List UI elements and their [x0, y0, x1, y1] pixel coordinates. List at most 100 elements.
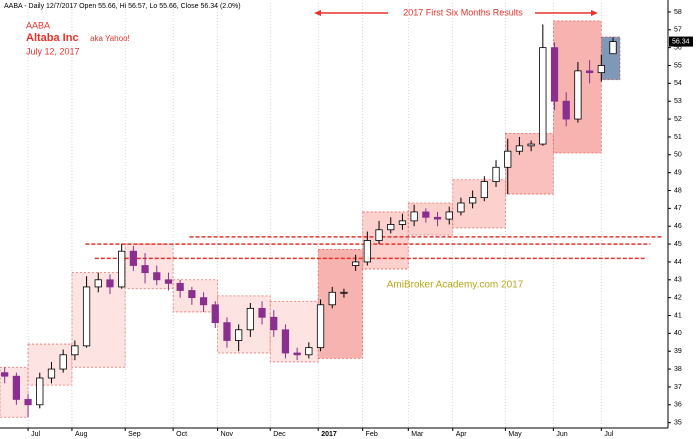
y-tick-label: 38 — [674, 366, 682, 373]
y-tick-label: 36 — [674, 402, 682, 409]
candle-body — [235, 329, 243, 341]
candle-body — [586, 70, 594, 74]
y-tick-label: 54 — [674, 80, 682, 87]
candle-body — [153, 272, 161, 281]
candle-body — [199, 297, 208, 306]
y-tick-label: 51 — [674, 134, 682, 141]
arrow-right-head — [591, 10, 598, 16]
x-tick-label: Jun — [556, 431, 567, 438]
y-tick-label: 52 — [674, 116, 682, 123]
grid — [27, 3, 602, 428]
y-tick-label: 42 — [674, 294, 682, 301]
candle-body — [316, 304, 325, 349]
candle-body — [597, 65, 605, 74]
candle-body — [129, 250, 137, 266]
header: AABA - Daily 12/7/2017 Open 55.66, Hi 56… — [4, 3, 241, 10]
candle-body — [71, 345, 79, 356]
candle-body — [106, 279, 114, 288]
candle-body — [574, 70, 582, 120]
y-tick-label: 49 — [674, 169, 682, 176]
x-tick-label: Feb — [366, 431, 378, 438]
y-tick-label: 48 — [674, 187, 682, 194]
candle-body — [36, 377, 44, 406]
candle-body — [211, 304, 219, 324]
x-tick-label: May — [508, 431, 522, 438]
aka: aka Yahoo! — [90, 34, 130, 43]
candle-body — [47, 368, 56, 379]
candle-body — [445, 211, 453, 220]
y-tick-label: 58 — [674, 9, 682, 16]
candle-body — [550, 47, 559, 102]
candle-body — [562, 100, 570, 120]
banner-arrows — [314, 10, 598, 16]
candle-body — [12, 375, 20, 400]
x-tick-label: Jul — [31, 431, 40, 438]
axis-labels: 35 36 37 38 39 40 41 42 43 44 45 46 47 48 49 50 51 52 53 54… — [27, 9, 693, 438]
candle-body — [94, 279, 102, 288]
last-price-label: 56.34 — [672, 38, 690, 45]
y-tick-label: 53 — [674, 98, 682, 105]
candle-body — [258, 307, 266, 318]
candle-body — [1, 372, 9, 377]
x-tick-label: Aug — [75, 431, 88, 438]
candle-body — [223, 322, 231, 341]
candle-body — [457, 202, 465, 213]
x-tick-label: Sep — [128, 431, 141, 438]
banner: 2017 First Six Months Results — [403, 7, 523, 17]
x-tick-label: Dec — [273, 431, 286, 438]
y-tick-label: 41 — [674, 312, 682, 319]
candle-body — [504, 150, 512, 168]
candle-body — [375, 229, 383, 241]
x-tick-label: Oct — [176, 431, 187, 438]
candle-body — [469, 197, 477, 204]
candle-body — [270, 316, 278, 331]
y-tick-label: 57 — [674, 27, 682, 34]
candle-body — [246, 307, 254, 331]
x-tick-label: Jul — [604, 431, 613, 438]
ticker: AABA — [26, 20, 50, 30]
y-tick-label: 35 — [674, 419, 682, 426]
candle-body — [118, 250, 126, 288]
candle-body — [24, 399, 32, 406]
date: July 12, 2017 — [26, 46, 80, 56]
candle-body — [141, 265, 149, 274]
candle-body — [305, 347, 313, 356]
arrow-left-head — [314, 10, 321, 16]
x-tick-label: 2017 — [321, 431, 337, 438]
candles — [1, 24, 617, 418]
y-tick-label: 55 — [674, 62, 682, 69]
candle-body — [480, 181, 488, 199]
candle-body — [492, 166, 500, 182]
candle-body — [188, 290, 196, 299]
y-tick-label: 47 — [674, 205, 682, 212]
candle-body — [527, 143, 535, 147]
y-tick-label: 40 — [674, 330, 682, 337]
watermark: AmiBroker Academy.com 2017 — [387, 280, 524, 291]
candle-body — [515, 145, 524, 152]
candle-body — [352, 261, 360, 266]
candle-body — [410, 211, 418, 222]
y-tick-label: 39 — [674, 348, 682, 355]
candle-body — [281, 329, 290, 354]
candle-body — [328, 291, 336, 306]
candle-body — [398, 220, 407, 225]
y-tick-label: 44 — [674, 259, 682, 266]
candle-body — [433, 216, 442, 220]
y-tick-label: 43 — [674, 277, 682, 284]
x-tick-label: Mar — [411, 431, 424, 438]
y-tick-label: 45 — [674, 241, 682, 248]
company: Altaba Inc — [26, 32, 79, 44]
candle-body — [340, 291, 348, 294]
candle-body — [82, 286, 91, 347]
candle-body — [293, 352, 301, 356]
candle-body — [363, 240, 371, 263]
x-tick-label: Nov — [221, 431, 234, 438]
candle-body — [609, 41, 617, 55]
candle-body — [59, 354, 67, 370]
y-tick-label: 37 — [674, 384, 682, 391]
candle-body — [539, 47, 547, 145]
y-tick-label: 46 — [674, 223, 682, 230]
x-tick-label: Apr — [456, 431, 468, 438]
candle-body — [387, 224, 395, 231]
